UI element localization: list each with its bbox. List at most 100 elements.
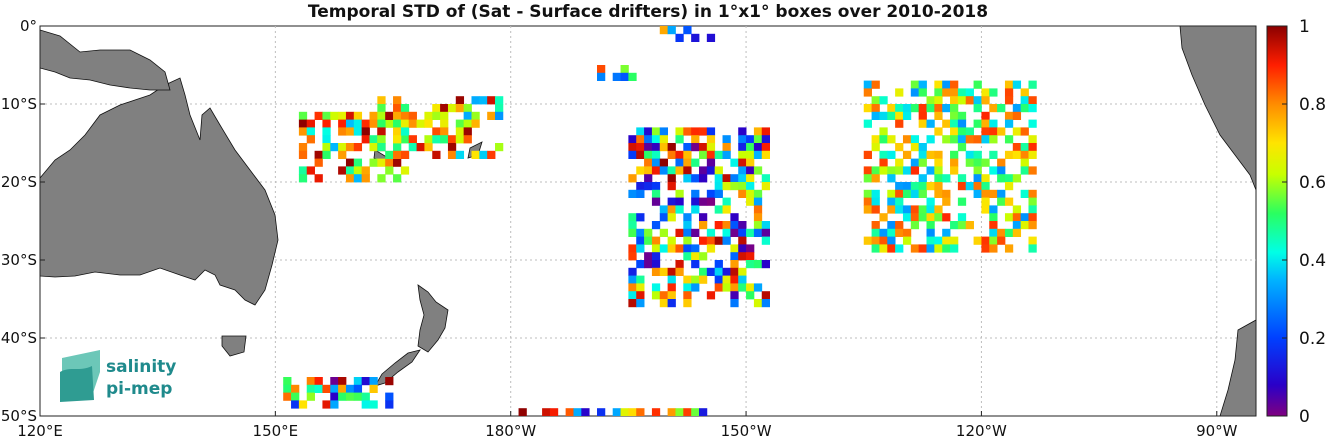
cell-3-422: [879, 150, 888, 159]
cell-2-163: [636, 213, 645, 222]
cell-3-646: [1020, 127, 1029, 136]
cell-3-410: [871, 174, 880, 183]
cell-2-354: [746, 158, 755, 167]
cell-3-668: [1028, 244, 1037, 253]
cell-2-221: [667, 236, 676, 245]
cell-3-483: [918, 111, 927, 120]
cell-4-673: [291, 392, 300, 401]
cell-2-190: [651, 182, 661, 191]
cell-2-146: [628, 213, 637, 222]
cell-3-411: [871, 189, 880, 198]
cell-2-319: [722, 283, 731, 292]
cell-3-429: [887, 104, 896, 113]
cell-3-639: [1012, 205, 1022, 214]
cell-3-504: [926, 221, 935, 230]
cell-3-481: [918, 88, 927, 97]
x-tick-label-3: 150°W: [721, 422, 772, 438]
cell-0-16: [322, 119, 331, 128]
cell-2-321: [730, 174, 739, 183]
cell-1-97: [416, 119, 425, 128]
cell-3-409: [871, 166, 880, 175]
cell-4-701: [385, 377, 394, 386]
cell-2-219: [667, 205, 676, 214]
cell-5-724: [651, 408, 661, 416]
cell-3-515: [934, 158, 943, 167]
cell-0-8: [306, 127, 315, 136]
cell-2-303: [714, 260, 723, 269]
cell-0-23: [338, 111, 347, 120]
cell-3-414: [871, 221, 880, 230]
cell-3-633: [1012, 104, 1022, 113]
cell-2-293: [706, 267, 716, 276]
cell-0-26: [338, 143, 347, 152]
cell-3-598: [989, 119, 998, 128]
cell-3-518: [934, 182, 943, 191]
cell-3-534: [942, 236, 951, 245]
cell-3-453: [895, 221, 904, 230]
cell-0-15: [322, 111, 331, 120]
cell-2-240: [683, 127, 692, 136]
cell-5-721: [636, 408, 645, 416]
cell-2-151: [628, 267, 637, 276]
cell-1-95: [408, 135, 417, 144]
cell-2-378: [753, 283, 763, 292]
cell-3-421: [879, 135, 888, 144]
cell-2-280: [698, 267, 708, 276]
cell-3-642: [1012, 228, 1022, 237]
cell-3-428: [879, 244, 888, 253]
cell-2-375: [753, 221, 763, 230]
cell-0-14: [314, 174, 323, 183]
cell-7-745: [620, 72, 629, 81]
cell-3-508: [934, 80, 943, 89]
cell-2-244: [683, 166, 692, 175]
cell-4-688: [338, 384, 347, 393]
cell-3-620: [1004, 88, 1014, 97]
x-tick-label-1: 150°E: [253, 422, 299, 438]
cell-0-50: [369, 135, 378, 144]
cell-2-242: [683, 150, 692, 159]
cell-6-736: [667, 26, 676, 35]
cell-2-261: [691, 189, 700, 198]
cell-2-290: [706, 228, 716, 237]
cell-3-403: [871, 80, 880, 89]
cell-2-358: [746, 189, 755, 198]
cell-3-554: [957, 127, 967, 136]
cell-3-399: [863, 189, 872, 198]
cell-3-640: [1012, 213, 1022, 222]
cell-3-523: [934, 244, 943, 253]
cell-4-692: [353, 377, 363, 386]
cell-1-91: [400, 127, 410, 136]
cell-0-37: [353, 119, 363, 128]
cell-2-286: [706, 158, 716, 167]
cell-2-331: [730, 283, 739, 292]
cell-1-136: [487, 150, 496, 159]
cell-2-336: [738, 143, 747, 152]
cell-3-412: [871, 197, 880, 206]
cell-2-281: [698, 275, 708, 284]
cell-3-474: [910, 182, 920, 191]
cell-3-652: [1020, 213, 1029, 222]
cell-2-345: [738, 236, 747, 245]
cell-1-121: [455, 135, 465, 144]
cell-2-355: [746, 166, 755, 175]
cell-2-176: [644, 158, 653, 167]
cell-5-732: [691, 416, 699, 424]
cell-0-25: [338, 127, 347, 136]
cell-3-408: [871, 143, 880, 152]
cell-2-205: [659, 166, 669, 175]
cell-2-364: [746, 283, 755, 292]
cell-3-561: [957, 221, 967, 230]
cell-2-195: [651, 244, 661, 253]
cell-4-680: [314, 384, 323, 393]
x-tick-label-4: 120°W: [956, 422, 1007, 438]
cell-3-635: [1012, 127, 1022, 136]
cell-0-30: [345, 119, 355, 128]
cell-2-174: [644, 143, 653, 152]
cell-2-226: [667, 291, 676, 300]
cell-1-100: [424, 119, 433, 128]
cell-4-694: [353, 392, 363, 401]
cell-4-687: [338, 377, 347, 386]
cell-3-469: [910, 104, 920, 113]
cell-3-525: [942, 88, 951, 97]
cell-4-681: [322, 384, 331, 393]
